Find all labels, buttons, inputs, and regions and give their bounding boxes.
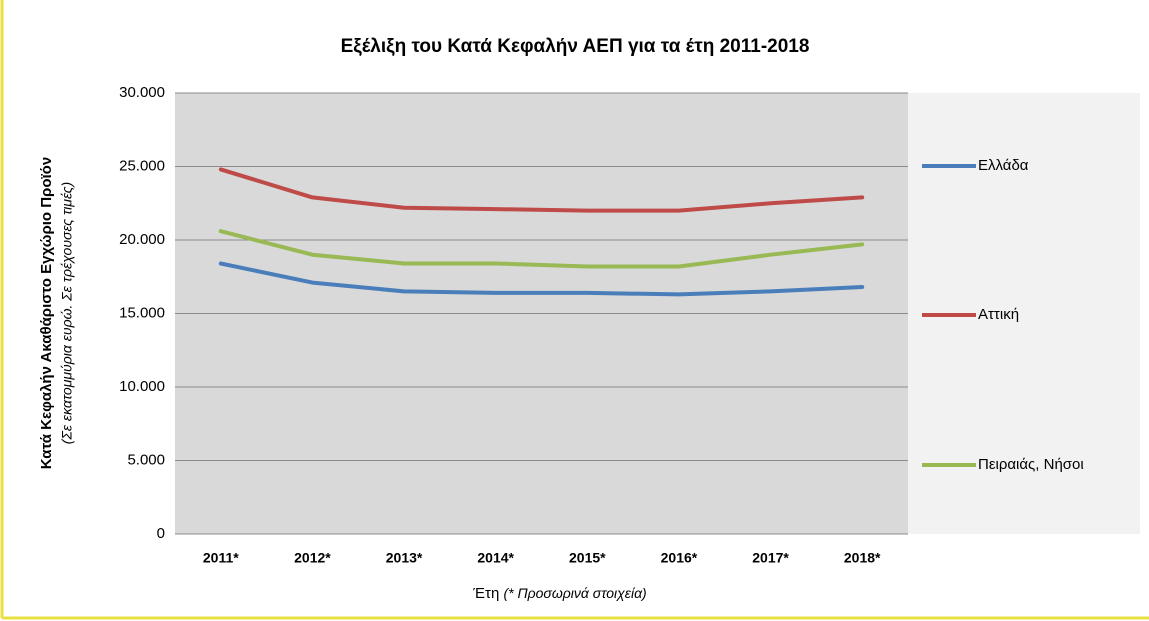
series-line bbox=[218, 261, 865, 297]
y-tick-label: 15.000 bbox=[119, 304, 165, 321]
y-axis-title: Κατά Κεφαλήν Ακαθάριστο Εγχώριο Προϊόν bbox=[38, 157, 55, 469]
x-tick-label: 2013* bbox=[386, 550, 423, 566]
series-line bbox=[218, 229, 865, 269]
x-axis-title: Έτη (* Προσωρινά στοιχεία) bbox=[472, 585, 646, 602]
x-axis-note: (* Προσωρινά στοιχεία) bbox=[503, 585, 646, 601]
x-tick-label: 2015* bbox=[569, 550, 606, 566]
x-tick-label: 2018* bbox=[844, 550, 881, 566]
y-tick-label: 0 bbox=[157, 525, 165, 542]
y-tick-label: 25.000 bbox=[119, 157, 165, 174]
x-tick-label: 2011* bbox=[203, 550, 239, 566]
x-axis-label: Έτη bbox=[472, 585, 499, 602]
x-tick-label: 2014* bbox=[477, 550, 514, 566]
y-tick-label: 20.000 bbox=[119, 231, 165, 248]
legend-label: Ελλάδα bbox=[978, 157, 1029, 174]
x-tick-label: 2016* bbox=[661, 550, 698, 566]
series-line bbox=[218, 167, 865, 213]
y-tick-label: 5.000 bbox=[127, 451, 165, 468]
legend-label: Αττική bbox=[978, 306, 1019, 323]
y-tick-label: 30.000 bbox=[119, 84, 165, 101]
y-tick-label: 10.000 bbox=[119, 378, 165, 395]
x-tick-label: 2012* bbox=[294, 550, 331, 566]
chart-title: Εξέλιξη του Κατά Κεφαλήν ΑΕΠ για τα έτη … bbox=[341, 36, 810, 57]
legend-label: Πειραιάς, Νήσοι bbox=[978, 456, 1084, 473]
y-axis-note: (Σε εκατομμύρια ευρώ. Σε τρέχουσες τιμές… bbox=[59, 182, 75, 444]
x-tick-label: 2017* bbox=[752, 550, 789, 566]
